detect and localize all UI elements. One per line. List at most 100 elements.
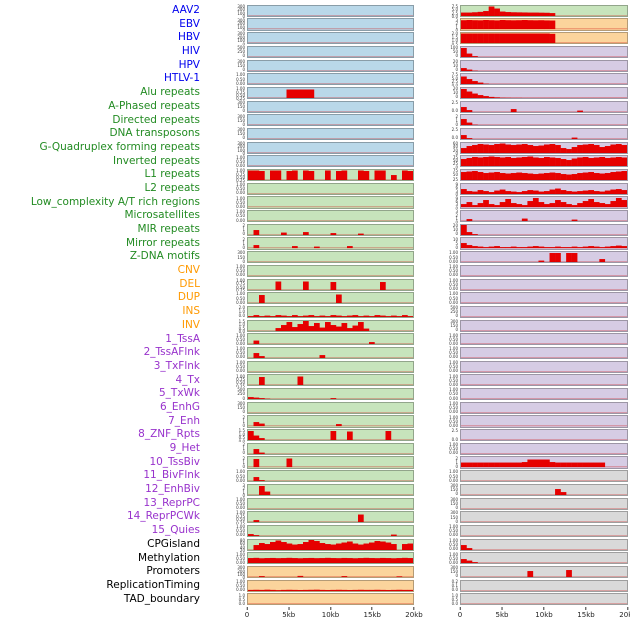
signal-area	[461, 357, 627, 359]
right-signal-panel	[460, 552, 628, 565]
y-tick-label: 0.00	[236, 505, 245, 511]
y-tick-label: 0.00	[449, 450, 458, 456]
y-tick-label: 0	[455, 192, 458, 196]
signal-area	[461, 67, 627, 71]
y-tick-label: 0.00	[449, 258, 458, 264]
signal-area	[461, 453, 627, 454]
signal-area	[248, 422, 413, 427]
y-tick-label: 0.00	[449, 381, 458, 387]
left-signal-panel	[247, 319, 414, 332]
signal-area	[248, 539, 413, 550]
y-tick-label: 0.00	[236, 217, 245, 223]
right-signal-panel	[460, 73, 628, 86]
track-row: 7_Enh 2 1 0 1.00 0.50 0.00	[0, 415, 630, 429]
right-signal-panel	[460, 538, 628, 551]
right-signal-panel	[460, 237, 628, 250]
y-tick-label: 0	[242, 53, 245, 59]
track-row: DUP 1.00 0.50 0.00 1.00 0.50 0.00	[0, 291, 630, 305]
right-y-axis-ticks: 300 150 0	[414, 565, 460, 579]
left-signal-panel	[247, 141, 414, 154]
left-y-axis-ticks: 1.000.750.500.250.00	[205, 86, 247, 99]
y-tick-label: 1	[242, 446, 245, 452]
right-y-axis-ticks: 2.5 0.0	[414, 428, 460, 442]
track-label: EBV	[179, 17, 200, 30]
track-label: HIV	[181, 45, 200, 58]
left-y-axis-ticks: 300 200 100 0	[205, 18, 247, 31]
y-tick-label: 0.50	[236, 199, 245, 205]
track-row: Promoters 300 200 100 0 300 150 0	[0, 565, 630, 579]
track-label: 3_TxFlnk	[153, 359, 200, 372]
y-tick-label: 25	[452, 161, 458, 167]
right-y-axis-ticks: 1.00 0.50 0.00	[414, 401, 460, 415]
y-tick-label: 2.5	[451, 127, 458, 133]
left-signal-panel	[247, 114, 414, 127]
y-tick-label: 1.00	[449, 359, 458, 365]
right-signal-panel	[460, 86, 628, 100]
y-tick-label: 3	[455, 17, 458, 23]
left-y-axis-ticks: 300 150 0	[205, 250, 247, 264]
y-tick-label: 2.5	[451, 79, 458, 85]
y-tick-label: 0	[455, 491, 458, 497]
right-signal-panel	[460, 114, 628, 127]
y-tick-label: 0	[455, 164, 458, 169]
y-tick-label: 9	[455, 195, 458, 201]
left-y-axis-ticks: 1.00 0.50 0.00	[205, 524, 247, 538]
left-signal-panel	[247, 401, 414, 414]
track-row: Inverted repeats 1.00 0.50 0.00 75 50 25 0	[0, 154, 630, 169]
y-tick-label: 250	[450, 309, 458, 315]
y-tick-label: 200	[237, 7, 245, 13]
right-signal-panel	[460, 346, 628, 360]
y-tick-label: 150	[237, 117, 245, 123]
y-tick-label: 200	[237, 568, 245, 574]
left-y-axis-ticks: 300 150 0	[205, 59, 247, 73]
y-tick-label: 300	[237, 58, 245, 64]
left-signal-panel	[247, 237, 414, 250]
y-tick-label: 0.0	[451, 600, 458, 606]
y-tick-label: 1.00	[449, 442, 458, 447]
y-tick-label: 1.00	[236, 332, 245, 338]
y-tick-label: 7.5	[451, 72, 458, 78]
y-tick-label: 0.00	[449, 272, 458, 278]
y-tick-label: 100	[237, 24, 245, 30]
y-tick-label: 0	[455, 327, 458, 333]
right-signal-panel	[460, 305, 628, 319]
track-label: Promoters	[146, 565, 200, 578]
y-tick-label: 1.0	[238, 309, 245, 315]
right-y-axis-ticks: 20 10 0	[414, 59, 460, 73]
y-tick-label: 100	[237, 10, 245, 16]
right-signal-panel	[460, 442, 628, 455]
y-tick-label: 200	[237, 21, 245, 27]
y-tick-label: 0.25	[236, 287, 245, 292]
y-tick-label: 300	[450, 565, 458, 571]
right-y-axis-ticks: 300 150 0	[414, 319, 460, 333]
y-tick-label: 1.00	[236, 277, 245, 283]
left-y-axis-ticks: 300 150 0	[205, 127, 247, 141]
right-y-axis-ticks: 500 250 0	[414, 305, 460, 319]
track-row: 13_ReprPC 1.00 0.50 0.00 300 150 0	[0, 497, 630, 511]
y-tick-label: 1	[455, 216, 458, 222]
left-y-axis-ticks: 1.00 0.50 0.00	[205, 497, 247, 511]
y-tick-label: 1.00	[236, 154, 245, 160]
track-row: G-Quadruplex forming repeats 300 200 100 0 60…	[0, 141, 630, 155]
right-signal-panel	[460, 593, 628, 606]
y-tick-label: 0.50	[449, 473, 458, 479]
right-y-axis-ticks: 2.5 0.0	[414, 100, 460, 114]
y-tick-label: 75	[452, 168, 458, 174]
right-signal-panel	[460, 483, 628, 496]
track-row: MIR repeats 2 1 0 20 10 0	[0, 223, 630, 237]
y-tick-label: 0.0	[451, 82, 458, 87]
y-tick-label: 0.50	[449, 268, 458, 274]
y-tick-label: 5.0	[451, 7, 458, 13]
y-tick-label: 1.5	[238, 318, 245, 324]
y-tick-label: 300	[237, 31, 245, 37]
y-tick-label: 2	[242, 236, 245, 242]
signal-area	[461, 224, 627, 235]
y-tick-label: 300	[237, 99, 245, 105]
y-tick-label: 0.0	[238, 329, 245, 333]
signal-area	[248, 353, 413, 359]
y-tick-label: 0.50	[236, 380, 245, 386]
y-tick-label: 5.0	[451, 75, 458, 81]
y-tick-label: 0.50	[449, 336, 458, 342]
